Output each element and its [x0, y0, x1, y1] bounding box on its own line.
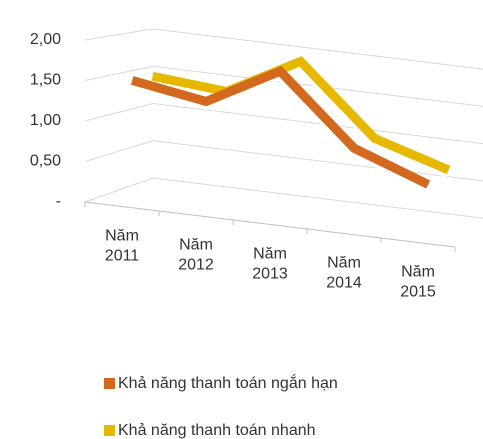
grid-line [84, 102, 483, 145]
x-tick-label: Năm 2015 [400, 264, 436, 301]
legend-label: Khả năng thanh toán nhanh [118, 422, 316, 439]
y-tick-label: 1,00 [30, 112, 61, 129]
y-tick-label: 2,00 [30, 31, 61, 48]
y-tick-label: - [56, 193, 61, 210]
legend-swatch [104, 425, 115, 436]
x-tick-label: Năm 2012 [178, 237, 214, 274]
x-tick-label: Năm 2014 [326, 255, 362, 292]
y-tick-label: 1,50 [30, 72, 61, 89]
legend-label: Khả năng thanh toán ngắn hạn [118, 373, 338, 392]
x-tick-label: Năm 2011 [105, 228, 140, 265]
series-line [130, 65, 431, 189]
series-line [151, 56, 451, 175]
y-tick-label: 0,50 [30, 153, 61, 170]
grid-line [84, 65, 483, 107]
grid-line [84, 28, 483, 70]
grid-line [84, 177, 483, 219]
x-tick-label: Năm 2013 [252, 246, 288, 283]
series-line-shadow [151, 58, 451, 179]
x-axis [84, 201, 456, 248]
legend-swatch [104, 378, 115, 389]
